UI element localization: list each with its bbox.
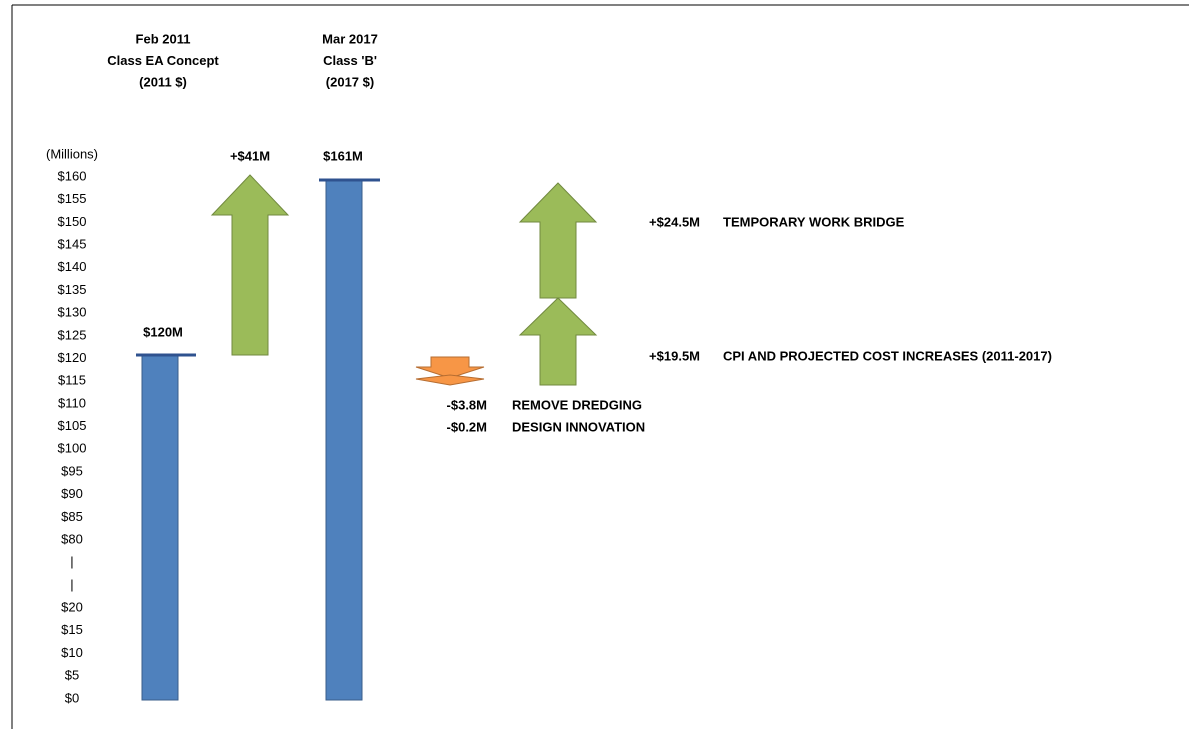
axis-label: $135 <box>58 282 87 297</box>
axis-label: $150 <box>58 214 87 229</box>
axis-label: $100 <box>58 441 87 456</box>
bar-2011 <box>141 354 179 701</box>
increase-arrow <box>518 182 598 299</box>
axis-label: | <box>70 554 73 569</box>
bar-2017 <box>325 179 363 701</box>
axis-label: $120 <box>58 350 87 365</box>
axis-label: $90 <box>61 486 83 501</box>
axis-label: $125 <box>58 327 87 342</box>
bar-label: $161M <box>323 148 363 163</box>
change-amount: +$19.5M <box>649 348 700 363</box>
axis-label: $80 <box>61 531 83 546</box>
axis-label: $145 <box>58 237 87 252</box>
header-line: (2017 $) <box>326 74 374 89</box>
header-line: Mar 2017 <box>322 31 378 46</box>
change-description: CPI AND PROJECTED COST INCREASES (2011-2… <box>723 348 1052 363</box>
header-line: (2011 $) <box>139 74 187 89</box>
axis-label: $10 <box>61 645 83 660</box>
header-line: Feb 2011 <box>136 31 191 46</box>
change-amount: -$3.8M <box>447 397 487 412</box>
header-line: Class 'B' <box>323 53 377 68</box>
change-description: TEMPORARY WORK BRIDGE <box>723 214 905 229</box>
axis-label: $140 <box>58 259 87 274</box>
change-description: DESIGN INNOVATION <box>512 419 645 434</box>
axis-label: $110 <box>58 395 86 410</box>
axis-label: $85 <box>61 509 83 524</box>
change-description: REMOVE DREDGING <box>512 397 642 412</box>
axis-label: $5 <box>65 668 79 683</box>
change-amount: +$41M <box>230 148 270 163</box>
bar-label: $120M <box>143 324 183 339</box>
axis-label: $20 <box>61 600 83 615</box>
decrease-arrow <box>415 374 485 386</box>
axis-label: $160 <box>58 168 87 183</box>
increase-arrow <box>518 297 598 386</box>
axis-label: $115 <box>58 373 86 388</box>
change-amount: -$0.2M <box>447 419 487 434</box>
axis-label: $105 <box>58 418 87 433</box>
axis-label: $15 <box>61 622 83 637</box>
axis-label: $130 <box>58 305 87 320</box>
decrease-arrow <box>415 356 485 379</box>
increase-arrow <box>210 174 290 356</box>
axis-unit: (Millions) <box>46 146 98 161</box>
change-amount: +$24.5M <box>649 214 700 229</box>
axis-label: | <box>70 577 73 592</box>
header-line: Class EA Concept <box>107 53 219 68</box>
axis-label: $155 <box>58 191 87 206</box>
axis-label: $95 <box>61 463 83 478</box>
axis-label: $0 <box>65 690 79 705</box>
